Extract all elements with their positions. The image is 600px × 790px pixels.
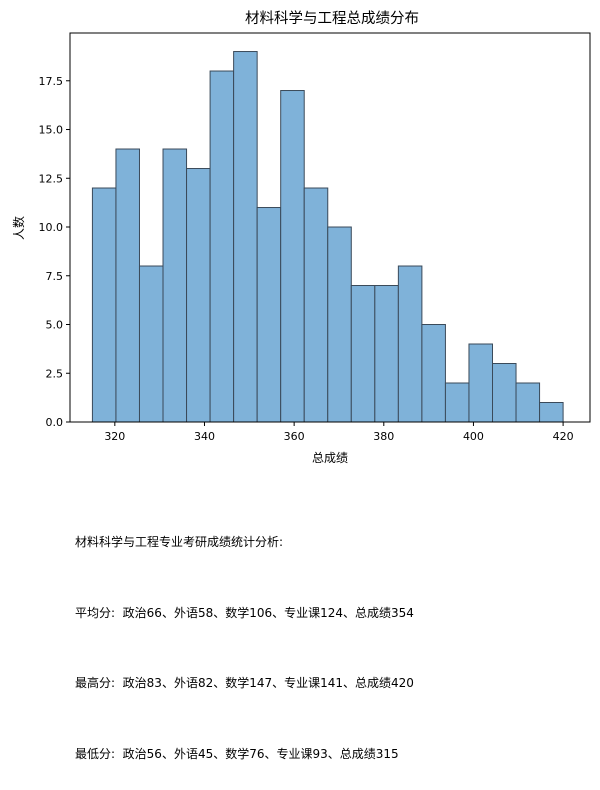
histogram-bar	[256, 207, 282, 423]
histogram-bar	[115, 148, 140, 423]
stats-minimum: 最低分: 政治56、外语45、数学76、专业课93、总成绩315	[75, 746, 399, 761]
histogram-bar	[492, 363, 517, 423]
y-tick-label: 2.5	[46, 367, 64, 380]
x-tick-label: 420	[553, 430, 574, 443]
y-tick-label: 0.0	[46, 416, 64, 429]
y-tick-label: 17.5	[39, 75, 64, 88]
histogram-bar	[374, 285, 399, 423]
histogram-bar	[327, 226, 352, 423]
histogram-bar	[280, 90, 305, 423]
y-tick-label: 15.0	[39, 124, 64, 137]
histogram-bar	[91, 187, 117, 423]
stats-average: 平均分: 政治66、外语58、数学106、专业课124、总成绩354	[75, 605, 414, 620]
histogram-bar	[162, 148, 188, 423]
x-tick-label: 380	[373, 430, 394, 443]
histogram-bar	[303, 187, 329, 423]
x-tick-label: 340	[194, 430, 215, 443]
histogram-bar	[444, 382, 470, 423]
chart-title: 材料科学与工程总成绩分布	[245, 10, 419, 27]
y-axis-label: 人数	[11, 216, 26, 240]
histogram-bar	[539, 402, 564, 423]
stats-summary: 材料科学与工程专业考研成绩统计分析: 平均分: 政治66、外语58、数学106、…	[75, 484, 414, 790]
x-tick-label: 320	[104, 430, 125, 443]
stats-heading: 材料科学与工程专业考研成绩统计分析:	[75, 535, 284, 549]
histogram-bar	[515, 382, 541, 423]
y-axis-ticks: 0.0 2.5 5.0 7.5 10.0 12.5 15.0 17.5	[39, 75, 70, 429]
histogram-bar	[186, 168, 211, 423]
histogram-bar	[468, 343, 493, 423]
histogram-bar	[138, 265, 164, 423]
y-tick-label: 5.0	[46, 319, 64, 332]
histogram-bar	[421, 324, 446, 423]
histogram-chart: 材料科学与工程总成绩分布 320 340 360 380 400 420 0.0 2.5 5.…	[11, 10, 591, 465]
stats-maximum: 最高分: 政治83、外语82、数学147、专业课141、总成绩420	[75, 676, 414, 690]
x-axis-label: 总成绩	[312, 451, 348, 465]
x-tick-label: 400	[463, 430, 484, 443]
y-tick-label: 7.5	[46, 270, 64, 283]
histogram-bar	[209, 70, 235, 423]
histogram-bar	[350, 285, 376, 423]
x-tick-label: 360	[284, 430, 305, 443]
histogram-bar	[233, 51, 258, 423]
histogram-bar	[397, 265, 423, 423]
y-tick-label: 12.5	[39, 172, 64, 185]
x-axis-ticks: 320 340 360 380 400 420	[104, 422, 574, 443]
y-tick-label: 10.0	[39, 221, 64, 234]
bars-group	[91, 51, 564, 423]
